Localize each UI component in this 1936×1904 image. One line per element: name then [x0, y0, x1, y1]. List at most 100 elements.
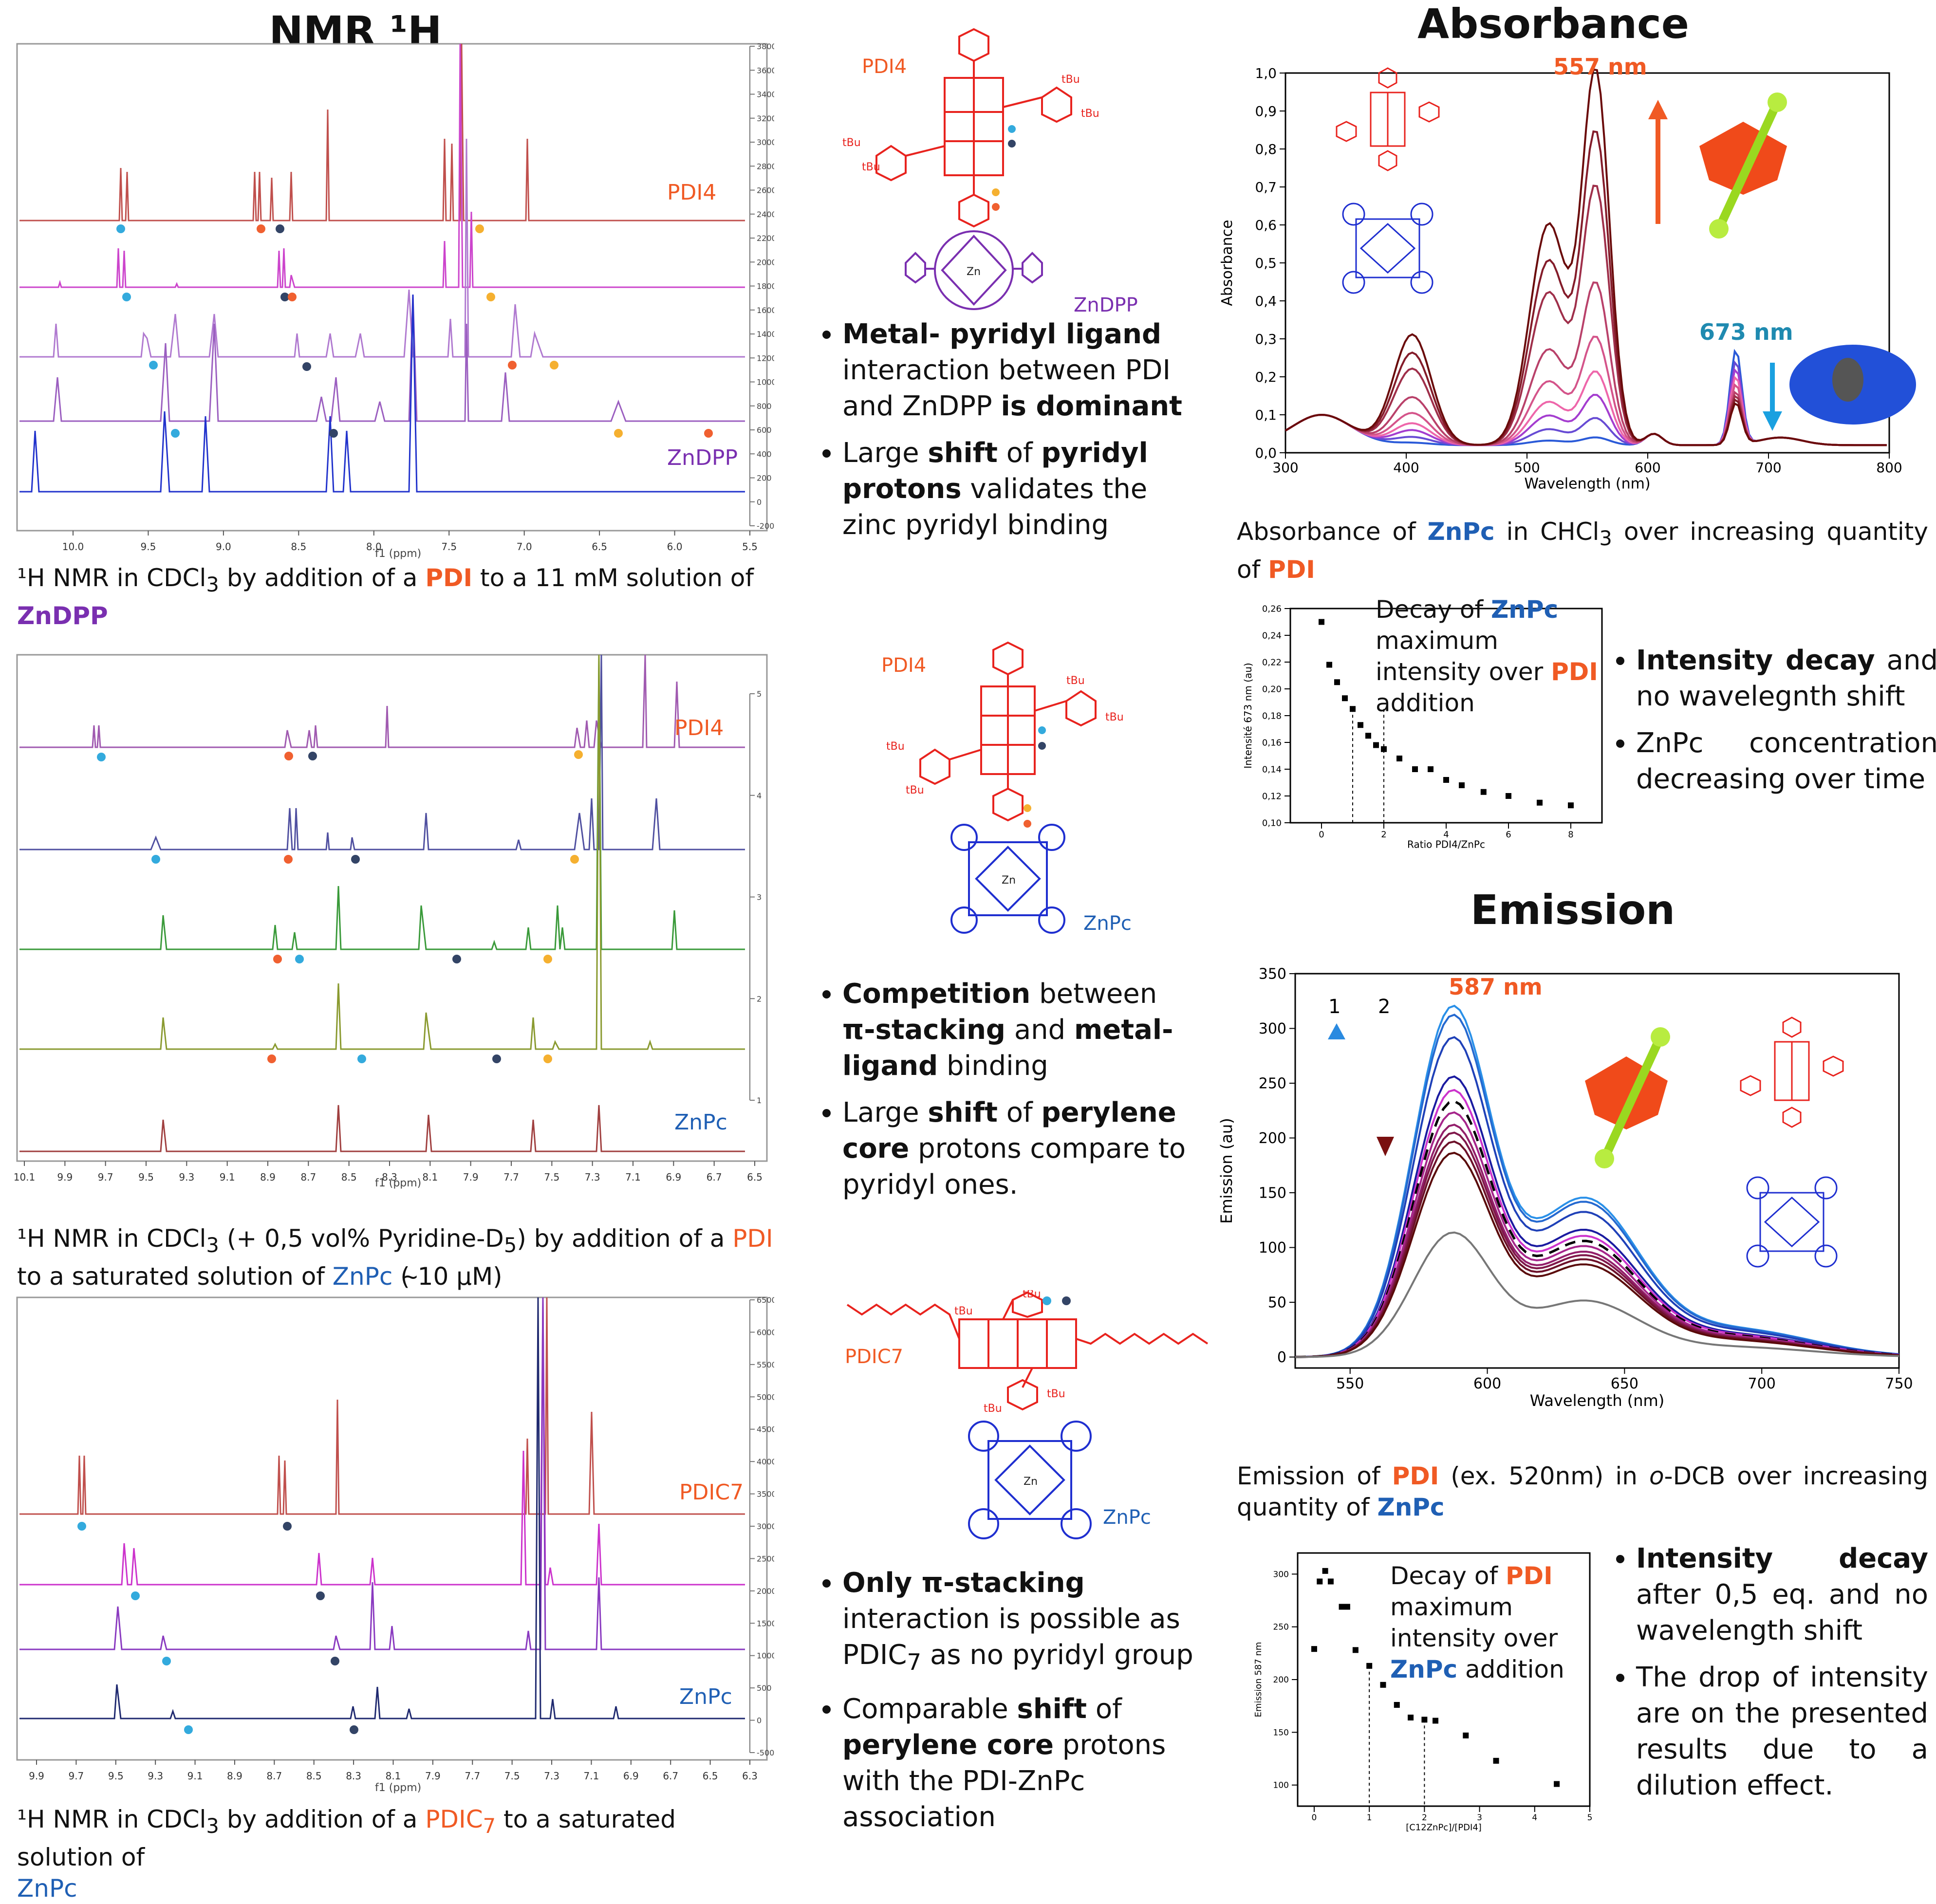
y-tick-label: 250 — [1259, 1075, 1286, 1092]
x-axis-label: Ratio PDI4/ZnPc — [1407, 839, 1485, 850]
x-tick-label: 7.3 — [544, 1770, 559, 1782]
data-point — [1327, 1578, 1334, 1585]
bullet-1-1: Metal- pyridyl ligand interaction betwee… — [842, 316, 1198, 425]
bullet-3-2: Comparable shift of perylene core proton… — [842, 1691, 1198, 1835]
y-tick-label: 0,22 — [1262, 657, 1282, 667]
y-tick-label: 2000 — [757, 1587, 774, 1596]
data-point — [1366, 1663, 1373, 1669]
y-tick-label: 400 — [757, 449, 772, 459]
svg-text:tBu: tBu — [1047, 1388, 1065, 1400]
x-tick-label: 8.3 — [346, 1770, 361, 1782]
data-point — [1365, 733, 1371, 739]
data-point — [1317, 1578, 1323, 1585]
data-point — [1319, 619, 1324, 625]
trace-pdi4 — [19, 654, 745, 748]
x-tick-label: 600 — [1473, 1375, 1501, 1392]
emission-series-line — [1295, 1231, 1899, 1358]
decay2-bullet-1: Intensity decay after 0,5 eq. and no wav… — [1636, 1541, 1928, 1649]
x-tick-label: 7.1 — [625, 1171, 641, 1183]
x-tick-label: 7.0 — [517, 541, 532, 553]
y-tick-label: 3400 — [757, 90, 774, 99]
data-point — [1421, 1717, 1428, 1723]
emission-series-line — [1295, 1014, 1899, 1358]
data-point — [1311, 1646, 1317, 1652]
y-tick-label: 0,2 — [1255, 369, 1277, 385]
x-tick-label: 2 — [1381, 830, 1386, 840]
y-tick-label: 0,26 — [1262, 604, 1282, 614]
y-axis-label: Intensité 673 nm (au) — [1242, 663, 1254, 768]
svg-text:tBu: tBu — [886, 740, 905, 753]
y-tick-label: -200 — [757, 521, 774, 531]
y-tick-label: 0,8 — [1255, 141, 1277, 157]
structure-pdic7-znpc: tBu tBu tBu tBu PDIC7 Zn ZnPc — [845, 1290, 1209, 1539]
y-tick-label: 2400 — [757, 210, 774, 219]
y-tick-label: 0,16 — [1262, 738, 1282, 748]
decay-znpc-chart: 0 2 4 6 8 0,10 0,12 0,14 0,16 0,18 0,20 0,22 0,24 0,2… — [1242, 604, 1603, 850]
svg-text:tBu: tBu — [1023, 1290, 1041, 1300]
svg-text:tBu: tBu — [906, 784, 924, 796]
data-point — [1463, 1732, 1469, 1738]
y-tick-label: 2500 — [757, 1554, 774, 1563]
data-point — [1358, 722, 1363, 728]
y-tick-label: 150 — [1259, 1185, 1286, 1202]
absorbance-peak-2: 673 nm — [1699, 319, 1793, 345]
x-axis-label: Wavelength (nm) — [1530, 1391, 1664, 1410]
y-tick-label: 5 — [757, 689, 762, 699]
decay1-bullet-2: ZnPc concentration decreasing over time — [1636, 725, 1936, 797]
trace-pdic7 — [19, 1297, 745, 1515]
x-tick-label: 8.5 — [291, 541, 306, 553]
y-tick-label: 3000 — [757, 1522, 774, 1531]
x-tick-label: 6.7 — [663, 1770, 678, 1782]
data-point — [1342, 695, 1348, 702]
y-tick-label: 3200 — [757, 114, 774, 123]
y-tick-label: 0 — [757, 498, 762, 507]
arrow-up-icon — [1648, 100, 1668, 224]
trace-4 — [19, 654, 745, 1050]
x-tick-label: 8.0 — [366, 541, 382, 553]
panel2-x-unit: f1 (ppm) — [375, 1177, 422, 1189]
y-tick-label: 0 — [757, 1716, 762, 1725]
y-tick-label: 0,0 — [1255, 445, 1277, 461]
svg-text:Zn: Zn — [967, 266, 981, 278]
y-tick-label: 3600 — [757, 66, 774, 75]
data-point — [1568, 802, 1574, 809]
x-tick-label: 10.0 — [62, 541, 84, 553]
x-tick-label: 800 — [1876, 460, 1902, 476]
y-tick-label: 500 — [757, 1683, 772, 1693]
x-tick-label: 6.9 — [623, 1770, 639, 1782]
y-axis-label: Emission (au) — [1217, 1118, 1236, 1223]
x-tick-label: 6.5 — [703, 1770, 718, 1782]
x-tick-label: 9.5 — [138, 1171, 154, 1183]
x-tick-label: 10.1 — [15, 1171, 35, 1183]
x-tick-label: 7.5 — [544, 1171, 559, 1183]
data-point — [1326, 662, 1332, 668]
panel1-caption: ¹H NMR in CDCl3 by addition of a PDI to … — [17, 564, 754, 630]
emission-caption: Emission of PDI (ex. 520nm) in o-DCB ove… — [1237, 1462, 1928, 1521]
data-point — [1334, 679, 1340, 685]
trace-zndpp — [19, 294, 745, 493]
y-tick-label: 0,12 — [1262, 791, 1282, 801]
trace-3 — [19, 138, 745, 358]
data-point — [1322, 1568, 1328, 1574]
trace-pdi4 — [19, 43, 745, 222]
data-point — [1443, 777, 1449, 783]
svg-text:tBu: tBu — [1105, 711, 1124, 723]
x-axis-label: [C12ZnPc]/[PDI4] — [1406, 1822, 1482, 1832]
panel3-top-label: PDIC7 — [679, 1480, 744, 1505]
x-tick-label: 550 — [1336, 1375, 1364, 1392]
bullet-3-1: Only π-stacking interaction is possible … — [842, 1565, 1198, 1681]
svg-text:tBu: tBu — [954, 1305, 973, 1317]
y-tick-label: 1000 — [757, 1651, 774, 1661]
x-tick-label: 5 — [1587, 1813, 1593, 1823]
absorbance-inset-structure — [1336, 67, 1440, 294]
y-tick-label: 0,20 — [1262, 684, 1282, 694]
svg-text:tBu: tBu — [1081, 108, 1099, 120]
data-point — [1394, 1702, 1400, 1708]
panel1-top-label: PDI4 — [667, 180, 717, 205]
x-tick-label: 9.9 — [57, 1171, 73, 1183]
x-tick-label: 9.7 — [68, 1770, 84, 1782]
panel1-bottom-label: ZnDPP — [667, 445, 738, 470]
x-tick-label: 650 — [1611, 1375, 1638, 1392]
decay2-bullet-2: The drop of intensity are on the present… — [1636, 1660, 1928, 1804]
x-tick-label: 7.1 — [584, 1770, 599, 1782]
